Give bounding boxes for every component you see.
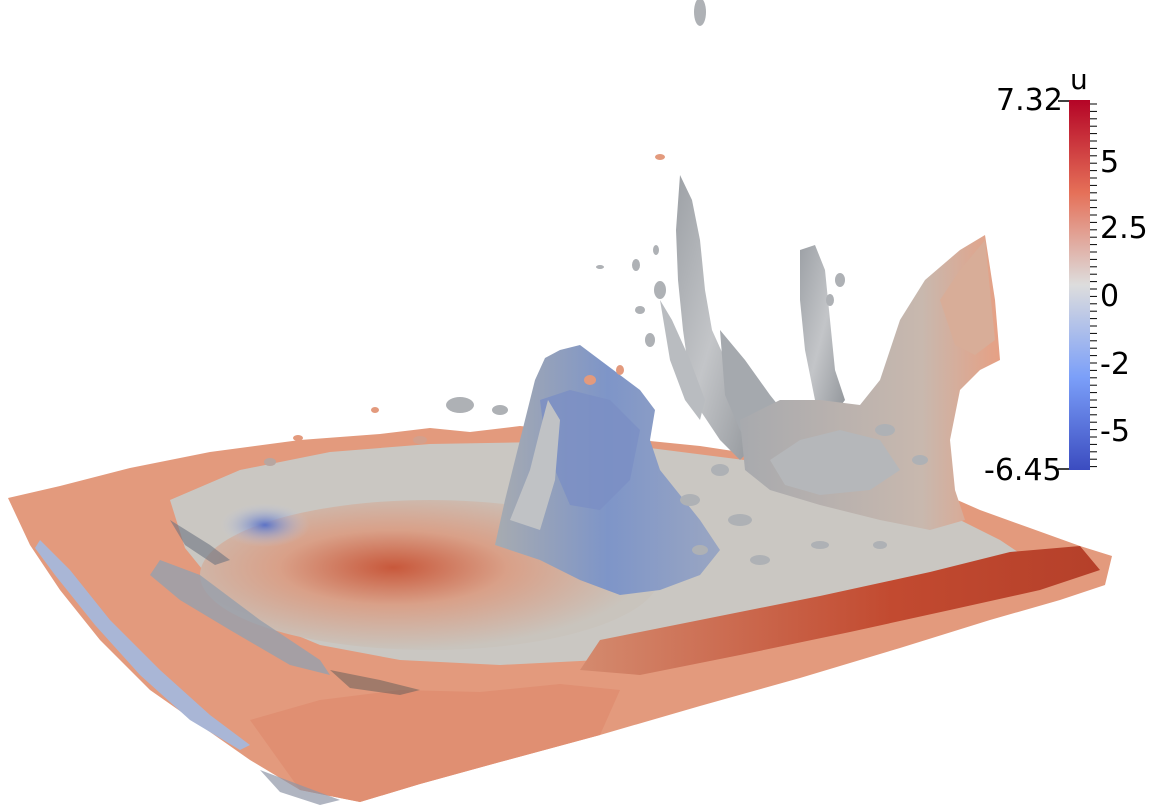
central-splash-column: [495, 345, 720, 595]
splash-droplets: [264, 0, 928, 565]
right-wave-sheet: [740, 235, 1000, 530]
